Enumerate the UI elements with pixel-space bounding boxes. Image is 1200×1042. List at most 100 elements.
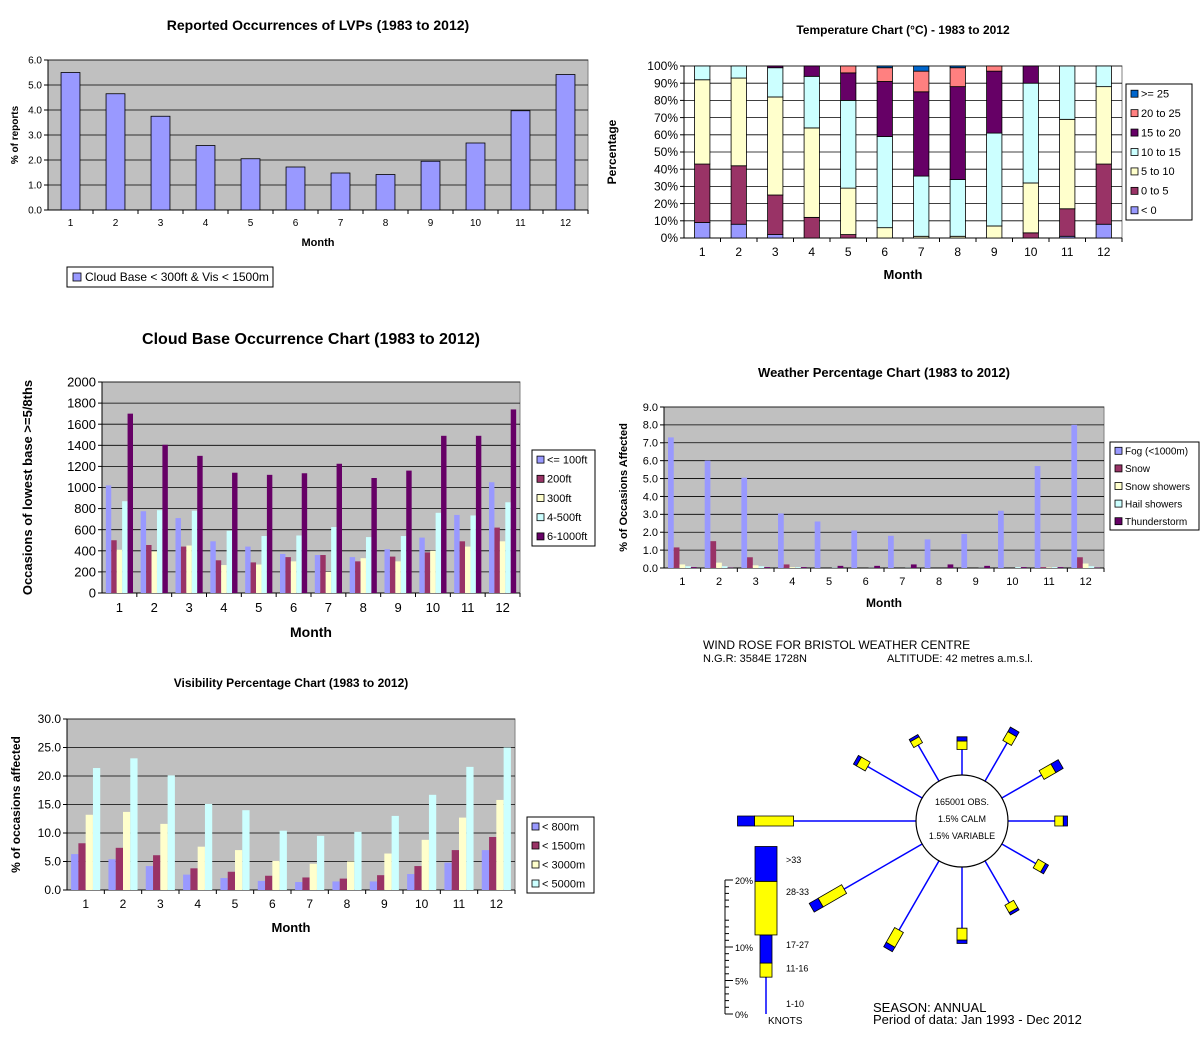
y-tick-label: 20% [654, 197, 678, 211]
y-tick-label: 6.0 [643, 456, 658, 468]
bar [389, 556, 396, 593]
y-tick-label: 15.0 [38, 798, 62, 812]
legend-swatch [1114, 482, 1123, 490]
rose-band [883, 941, 896, 953]
x-tick-label: 4 [194, 897, 201, 911]
bar [503, 747, 511, 890]
key-band [754, 846, 778, 882]
x-tick-label: 11 [1061, 245, 1074, 259]
bar [764, 567, 770, 568]
bar [221, 565, 227, 593]
x-tick-label: 12 [490, 897, 504, 911]
x-tick-label: 9 [973, 576, 979, 588]
y-tick-label: 25.0 [38, 741, 62, 755]
bar [441, 435, 447, 593]
legend-swatch [536, 513, 545, 522]
x-tick-label: 12 [495, 600, 509, 615]
y-tick-label: 1.0 [28, 181, 42, 192]
legend-label: 15 to 20 [1141, 127, 1181, 139]
bar-segment [694, 79, 711, 165]
bar [778, 513, 784, 568]
x-tick-label: 3 [185, 600, 192, 615]
rose-band [908, 733, 920, 743]
x-tick-label: 3 [772, 245, 779, 259]
bar [451, 850, 459, 890]
bar [272, 860, 280, 890]
bar [407, 874, 415, 890]
bar [998, 510, 1004, 568]
rose-band [852, 754, 862, 767]
bar [325, 571, 332, 593]
bar [421, 839, 429, 890]
legend-swatch [536, 474, 545, 483]
y-tick-label: 7.0 [643, 438, 658, 450]
x-tick-label: 3 [753, 576, 759, 588]
bar-segment [803, 127, 820, 218]
bar [924, 539, 931, 568]
x-tick-label: 9 [381, 897, 388, 911]
bar [153, 855, 161, 890]
bar [266, 474, 273, 593]
legend-label: < 1500m [542, 840, 585, 852]
rose-band [1050, 759, 1064, 774]
key-band [759, 934, 773, 964]
bar [716, 562, 722, 568]
rose-circle [915, 774, 1009, 868]
bar [435, 512, 442, 593]
bar-segment [876, 67, 893, 82]
x-tick-label: 8 [344, 897, 351, 911]
bar [1034, 466, 1041, 568]
bar [384, 853, 392, 890]
x-tick-label: 9 [394, 600, 401, 615]
bar [1088, 566, 1095, 568]
x-tick-label: 5 [845, 245, 852, 259]
bar-segment [913, 91, 930, 177]
bar [947, 564, 954, 568]
y-tick-label: 5.0 [28, 81, 42, 92]
x-tick-label: 8 [936, 576, 942, 588]
bar [316, 835, 325, 890]
x-tick-label: 5 [232, 897, 239, 911]
bar [215, 560, 222, 593]
bar [145, 866, 154, 890]
bar [406, 470, 412, 593]
bar [360, 558, 366, 593]
bar [197, 846, 205, 890]
bar [1077, 557, 1083, 568]
legend-swatch [1114, 499, 1123, 508]
y-tick-label: 3.0 [28, 131, 42, 142]
y-tick-label: 4.0 [28, 106, 42, 117]
y-tick-label: 80% [654, 94, 678, 108]
bar [140, 511, 147, 593]
bar [752, 565, 759, 568]
bar [71, 854, 79, 890]
bar [285, 166, 306, 211]
bar [186, 545, 192, 593]
bar-segment [840, 65, 857, 74]
bar [180, 546, 187, 593]
bar [444, 862, 452, 890]
x-tick-label: 5 [255, 600, 262, 615]
bar [704, 460, 711, 568]
x-tick-label: 4 [808, 245, 815, 259]
bar [301, 473, 308, 593]
bar [115, 847, 123, 890]
units-label: KNOTS [768, 1016, 803, 1027]
bar [984, 565, 990, 568]
bar-segment [913, 175, 930, 237]
bar-segment [803, 65, 820, 77]
legend-label: 0 to 5 [1141, 186, 1169, 198]
bar-segment [876, 227, 893, 239]
bar [156, 510, 163, 593]
bar [470, 515, 476, 593]
y-tick-label: 50% [654, 145, 678, 159]
y-tick-label: 3.0 [643, 509, 658, 521]
x-tick-label: 8 [383, 218, 389, 229]
bar [783, 564, 790, 568]
bar [60, 72, 81, 211]
y-tick-label: 100% [647, 59, 678, 73]
legend-label: Snow showers [1125, 482, 1190, 493]
rose-band [754, 815, 795, 827]
y-tick-label: 5.0 [643, 473, 658, 485]
x-tick-label: 8 [360, 600, 367, 615]
